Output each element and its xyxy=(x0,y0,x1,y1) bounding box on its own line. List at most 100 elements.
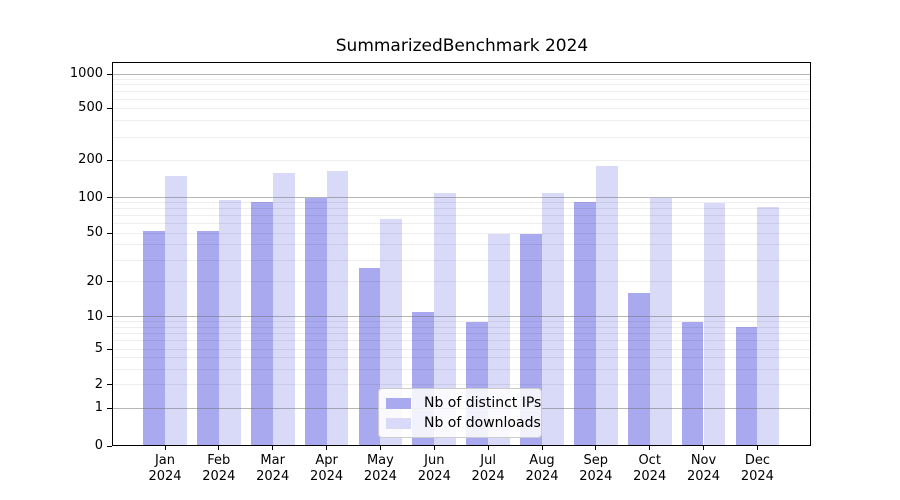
x-tick-sep xyxy=(595,446,597,450)
bar-oct-downloads xyxy=(649,198,672,446)
x-tick-label-mar: Mar 2024 xyxy=(256,453,290,484)
gridline-5 xyxy=(112,348,811,350)
bar-dec-distinct-ips xyxy=(735,327,758,446)
x-tick-may xyxy=(379,446,381,450)
y-tick-label-1: 1 xyxy=(94,400,103,415)
x-tick-label-jul: Jul 2024 xyxy=(471,453,505,484)
legend-swatch-distinct-ips xyxy=(386,397,411,409)
gridline-50 xyxy=(112,232,811,234)
gridline-3 xyxy=(112,368,811,370)
legend-label-downloads: Nb of downloads xyxy=(424,415,541,431)
bar-sep-downloads xyxy=(595,165,618,446)
bar-dec-downloads xyxy=(757,207,780,446)
gridline-300 xyxy=(112,136,811,138)
y-tick-500 xyxy=(107,107,112,109)
x-tick-label-dec: Dec 2024 xyxy=(740,453,774,484)
chart-title: SummarizedBenchmark 2024 xyxy=(335,36,589,56)
gridline-2 xyxy=(112,384,811,386)
legend-swatch-downloads xyxy=(386,417,411,429)
bar-nov-distinct-ips xyxy=(681,321,704,446)
gridline-9 xyxy=(112,321,811,322)
y-tick-5 xyxy=(107,348,112,350)
gridline-200 xyxy=(112,159,811,161)
bar-jan-distinct-ips xyxy=(143,231,165,446)
y-tick-label-1000: 1000 xyxy=(69,66,103,81)
y-tick-0 xyxy=(107,445,112,447)
x-tick-label-apr: Apr 2024 xyxy=(310,453,344,484)
legend-label-distinct-ips: Nb of distinct IPs xyxy=(424,395,542,411)
plot-area xyxy=(112,62,811,446)
bar-feb-downloads xyxy=(218,199,241,446)
gridline-30 xyxy=(112,259,811,261)
y-tick-label-5: 5 xyxy=(94,341,103,356)
x-tick-jun xyxy=(433,446,435,450)
bar-mar-distinct-ips xyxy=(250,201,273,446)
bar-nov-downloads xyxy=(703,202,726,446)
x-tick-oct xyxy=(649,446,651,450)
gridline-400 xyxy=(112,120,811,122)
y-tick-20 xyxy=(107,281,112,282)
gridline-500 xyxy=(112,107,811,109)
bar-sep-distinct-ips xyxy=(573,201,596,446)
y-tick-label-10: 10 xyxy=(86,308,103,324)
x-tick-jul xyxy=(487,446,489,450)
x-tick-label-oct: Oct 2024 xyxy=(633,453,667,484)
bar-feb-distinct-ips xyxy=(196,231,219,446)
y-tick-label-100: 100 xyxy=(78,189,103,205)
y-tick-50 xyxy=(107,232,112,234)
y-tick-label-200: 200 xyxy=(78,152,103,167)
gridline-4 xyxy=(112,357,811,359)
gridline-10 xyxy=(112,316,811,317)
gridline-900 xyxy=(112,78,811,80)
gridline-600 xyxy=(112,98,811,100)
gridline-700 xyxy=(112,91,811,92)
legend: Nb of distinct IPs Nb of downloads xyxy=(378,388,542,438)
gridline-8 xyxy=(112,326,811,328)
x-tick-jan xyxy=(164,446,166,450)
gridline-70 xyxy=(112,215,811,217)
bar-aug-downloads xyxy=(541,193,564,446)
y-tick-1000 xyxy=(107,73,112,75)
y-tick-200 xyxy=(107,159,112,161)
y-tick-label-0: 0 xyxy=(94,438,103,453)
gridline-100 xyxy=(112,197,811,198)
gridline-6 xyxy=(112,340,811,341)
x-tick-mar xyxy=(272,446,274,450)
gridline-90 xyxy=(112,202,811,204)
x-tick-label-nov: Nov 2024 xyxy=(686,453,721,484)
y-tick-label-500: 500 xyxy=(78,100,103,115)
y-tick-label-2: 2 xyxy=(94,376,103,392)
x-tick-label-sep: Sep 2024 xyxy=(579,453,613,484)
gridline-60 xyxy=(112,223,811,225)
x-tick-aug xyxy=(541,446,543,450)
bar-jan-downloads xyxy=(165,175,187,446)
x-tick-nov xyxy=(703,446,704,450)
gridline-1000 xyxy=(112,73,811,75)
legend-item-downloads: Nb of downloads xyxy=(386,415,541,431)
bar-mar-downloads xyxy=(272,172,295,446)
x-tick-label-jun: Jun 2024 xyxy=(417,453,451,484)
y-tick-100 xyxy=(107,197,112,198)
gridline-800 xyxy=(112,84,811,86)
bar-may-distinct-ips xyxy=(358,267,381,446)
y-tick-2 xyxy=(107,384,112,386)
bar-apr-distinct-ips xyxy=(304,197,327,446)
bar-apr-downloads xyxy=(326,171,349,446)
gridline-80 xyxy=(112,208,811,210)
x-tick-apr xyxy=(326,446,328,450)
x-tick-label-feb: Feb 2024 xyxy=(202,453,236,484)
x-tick-label-aug: Aug 2024 xyxy=(525,453,559,484)
gridline-7 xyxy=(112,332,811,334)
x-tick-label-jan: Jan 2024 xyxy=(148,453,182,484)
y-tick-10 xyxy=(107,316,112,317)
x-tick-label-may: May 2024 xyxy=(363,453,397,484)
x-tick-dec xyxy=(756,446,758,450)
gridline-40 xyxy=(112,244,811,246)
bar-jun-downloads xyxy=(434,193,457,446)
gridline-20 xyxy=(112,281,811,282)
x-tick-feb xyxy=(218,446,220,450)
legend-item-distinct-ips: Nb of distinct IPs xyxy=(386,395,541,411)
y-tick-label-50: 50 xyxy=(86,225,103,240)
y-tick-label-20: 20 xyxy=(86,273,103,289)
